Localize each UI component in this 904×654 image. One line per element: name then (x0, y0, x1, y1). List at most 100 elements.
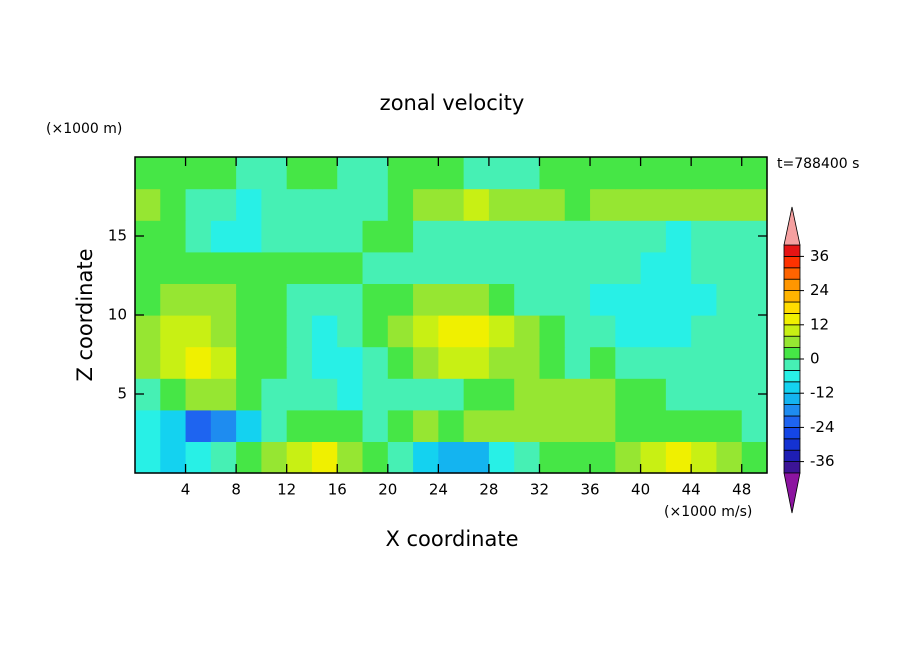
contour-cell (488, 315, 515, 348)
contour-cell (413, 283, 439, 316)
contour-cell (564, 283, 591, 316)
contour-cell (210, 378, 237, 411)
contour-cell (716, 315, 743, 348)
colorbar-tick-label: -12 (810, 384, 835, 402)
contour-cell (564, 157, 591, 190)
contour-cell (539, 315, 566, 348)
contour-cell (210, 220, 237, 253)
contour-cell (640, 220, 667, 253)
contour-cell (413, 378, 439, 411)
contour-cell (135, 157, 161, 190)
contour-cell (539, 157, 566, 190)
contour-cell (261, 157, 288, 190)
colorbar-box (783, 438, 801, 451)
x-tick-label: 16 (328, 481, 347, 499)
contour-cell (615, 283, 642, 316)
contour-cell (185, 251, 212, 284)
colorbar-box (783, 244, 801, 257)
contour-cell (514, 188, 541, 221)
contour-cell (286, 251, 313, 284)
contour-cell (236, 188, 262, 221)
contour-cell (286, 409, 313, 442)
contour-cell (413, 188, 439, 221)
contour-cell (741, 441, 768, 474)
contour-cell (640, 315, 667, 348)
contour-cell (665, 441, 692, 474)
contour-cell (160, 188, 187, 221)
contour-cell (665, 315, 692, 348)
x-tick-label: 12 (277, 481, 296, 499)
colorbar-box (783, 312, 801, 326)
x-tick-label: 40 (631, 481, 650, 499)
contour-cell (362, 283, 389, 316)
contour-cell (135, 346, 161, 379)
contour-cell (488, 409, 515, 442)
contour-cell (514, 441, 541, 474)
contour-cell (311, 315, 338, 348)
contour-cell (387, 315, 414, 348)
x-tick-label: 20 (378, 481, 397, 499)
contour-cell (615, 188, 642, 221)
colorbar-box (783, 415, 801, 428)
contour-cell (160, 378, 187, 411)
colorbar: -36 -24 -12 0 12 24 36 (783, 206, 835, 514)
contour-cell (514, 315, 541, 348)
contour-cell (210, 251, 237, 284)
contour-cell (438, 283, 465, 316)
contour-cell (362, 409, 389, 442)
contour-cell (185, 346, 212, 379)
contour-cell (135, 251, 161, 284)
contour-cell (691, 378, 718, 411)
contour-cell (413, 251, 439, 284)
y-tick-label: 10 (108, 306, 127, 324)
contour-cell (590, 315, 616, 348)
contour-cell (337, 251, 364, 284)
contour-cell (615, 251, 642, 284)
contour-cell (741, 315, 768, 348)
contour-cell (387, 220, 414, 253)
contour-cell (362, 157, 389, 190)
contour-cell (236, 378, 262, 411)
contour-cell (539, 409, 566, 442)
contour-cell (286, 441, 313, 474)
contour-cell (311, 441, 338, 474)
contour-cell (210, 188, 237, 221)
contour-cell (741, 409, 768, 442)
contour-cell (337, 378, 364, 411)
colorbar-box (783, 290, 801, 303)
contour-cell (716, 157, 743, 190)
colorbar-extend-high (783, 206, 801, 246)
x-tick-label: 4 (181, 481, 191, 499)
colorbar-box (783, 324, 801, 337)
contour-cell (716, 251, 743, 284)
contour-cell (286, 378, 313, 411)
contour-cell (665, 157, 692, 190)
contour-cell (716, 220, 743, 253)
contour-cell (488, 346, 515, 379)
contour-cell (691, 188, 718, 221)
contour-cell (539, 283, 566, 316)
contour-cell (590, 220, 616, 253)
contour-cell (514, 251, 541, 284)
contour-cell (463, 441, 490, 474)
contour-cell (590, 378, 616, 411)
contour-cell (387, 409, 414, 442)
y-axis-label: Z coordinate (73, 248, 97, 381)
contour-cell (337, 220, 364, 253)
contour-cell (590, 188, 616, 221)
contour-cell (261, 251, 288, 284)
contour-cell (261, 220, 288, 253)
x-tick-label: 44 (682, 481, 701, 499)
contour-cell (337, 441, 364, 474)
contour-cell (337, 409, 364, 442)
contour-cell (640, 441, 667, 474)
contour-cell (615, 315, 642, 348)
contour-cell (311, 251, 338, 284)
y-tick-label: 15 (108, 227, 127, 245)
colorbar-box (783, 358, 801, 371)
contour-cell (311, 220, 338, 253)
contour-cell (286, 346, 313, 379)
contour-cell (488, 283, 515, 316)
contour-cell (261, 346, 288, 379)
